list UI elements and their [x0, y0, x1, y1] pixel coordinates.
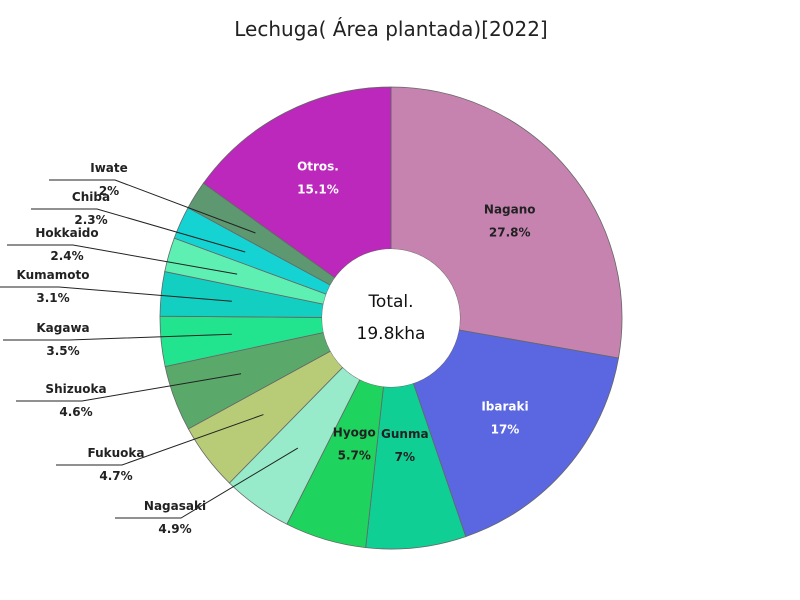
slice-value-hokkaido: 2.4% [50, 249, 83, 263]
center-label: Total. [367, 292, 413, 312]
slice-labels: Nagano 27.8% Ibaraki 17% Gunma 7% Hyogo 5.7% Nag… [17, 160, 536, 536]
slice-value-kagawa: 3.5% [46, 344, 79, 358]
slice-value-ibaraki: 17% [491, 423, 520, 437]
slice-name-nagasaki: Nagasaki [144, 499, 206, 513]
leader-line-iwate [49, 179, 256, 234]
donut-hole [322, 249, 460, 387]
leader-line-kagawa [3, 333, 232, 341]
slice-value-nagasaki: 4.9% [158, 522, 191, 536]
slice-name-fukuoka: Fukuoka [88, 446, 145, 460]
slices [159, 86, 623, 550]
slice-name-hokkaido: Hokkaido [35, 226, 98, 240]
slice-value-otros: 15.1% [297, 183, 339, 197]
slice-name-ibaraki: Ibaraki [481, 400, 528, 414]
slice-value-shizuoka: 4.6% [59, 405, 92, 419]
slice-value-hyogo: 5.7% [338, 449, 371, 463]
slice-name-hyogo: Hyogo [333, 426, 376, 440]
leader-line-fukuoka [56, 414, 264, 466]
slice-name-kagawa: Kagawa [36, 321, 89, 335]
leader-line-hokkaido [7, 244, 238, 275]
leader-line-chiba [31, 208, 246, 253]
slice-value-kumamoto: 3.1% [36, 291, 69, 305]
slice-name-iwate: Iwate [90, 161, 128, 175]
leader-lines [0, 179, 299, 519]
chart-title: Lechuga( Área plantada)[2022] [234, 17, 547, 41]
leader-line-kumamoto [0, 286, 232, 302]
slice-name-chiba: Chiba [72, 190, 110, 204]
slice-value-chiba: 2.3% [74, 213, 107, 227]
slice-value-fukuoka: 4.7% [99, 469, 132, 483]
slice-name-shizuoka: Shizuoka [45, 382, 106, 396]
leader-line-nagasaki [115, 447, 299, 519]
slice-value-nagano: 27.8% [489, 225, 531, 239]
slice-value-iwate: 2% [99, 184, 119, 198]
slice-name-otros: Otros. [297, 160, 339, 174]
slice-name-kumamoto: Kumamoto [17, 268, 90, 282]
center-value: 19.8kha [357, 324, 426, 344]
slice-name-nagano: Nagano [484, 202, 536, 216]
slice-value-gunma: 7% [395, 450, 415, 464]
leader-line-shizuoka [16, 373, 242, 402]
slice-name-gunma: Gunma [381, 427, 429, 441]
